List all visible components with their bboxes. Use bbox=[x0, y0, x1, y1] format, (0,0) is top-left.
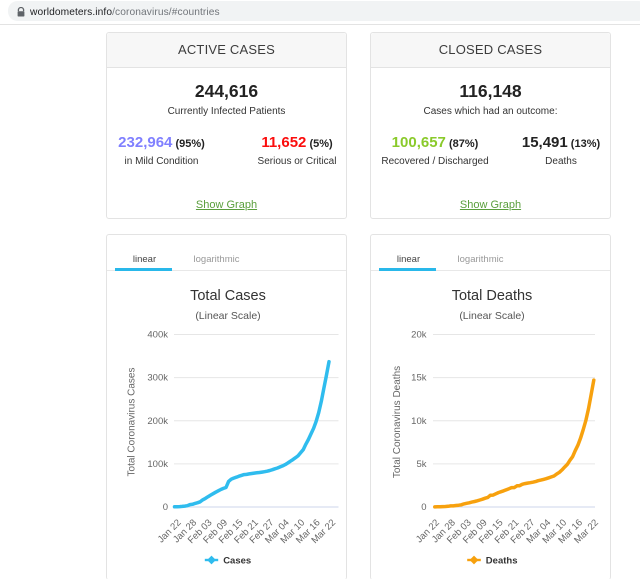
svg-text:300k: 300k bbox=[147, 373, 168, 384]
svg-text:100k: 100k bbox=[147, 459, 168, 470]
svg-text:0: 0 bbox=[421, 502, 426, 513]
svg-text:400k: 400k bbox=[147, 330, 168, 341]
svg-text:0: 0 bbox=[163, 502, 168, 513]
svg-text:Total Coronavirus Cases: Total Coronavirus Cases bbox=[127, 368, 138, 477]
svg-text:20k: 20k bbox=[411, 330, 427, 341]
svg-text:200k: 200k bbox=[147, 416, 168, 427]
svg-text:Total Coronavirus Deaths: Total Coronavirus Deaths bbox=[392, 366, 403, 478]
svg-text:10k: 10k bbox=[411, 416, 427, 427]
svg-text:Cases: Cases bbox=[223, 555, 251, 566]
svg-text:5k: 5k bbox=[416, 459, 426, 470]
svg-text:15k: 15k bbox=[411, 373, 427, 384]
svg-text:Deaths: Deaths bbox=[486, 555, 518, 566]
